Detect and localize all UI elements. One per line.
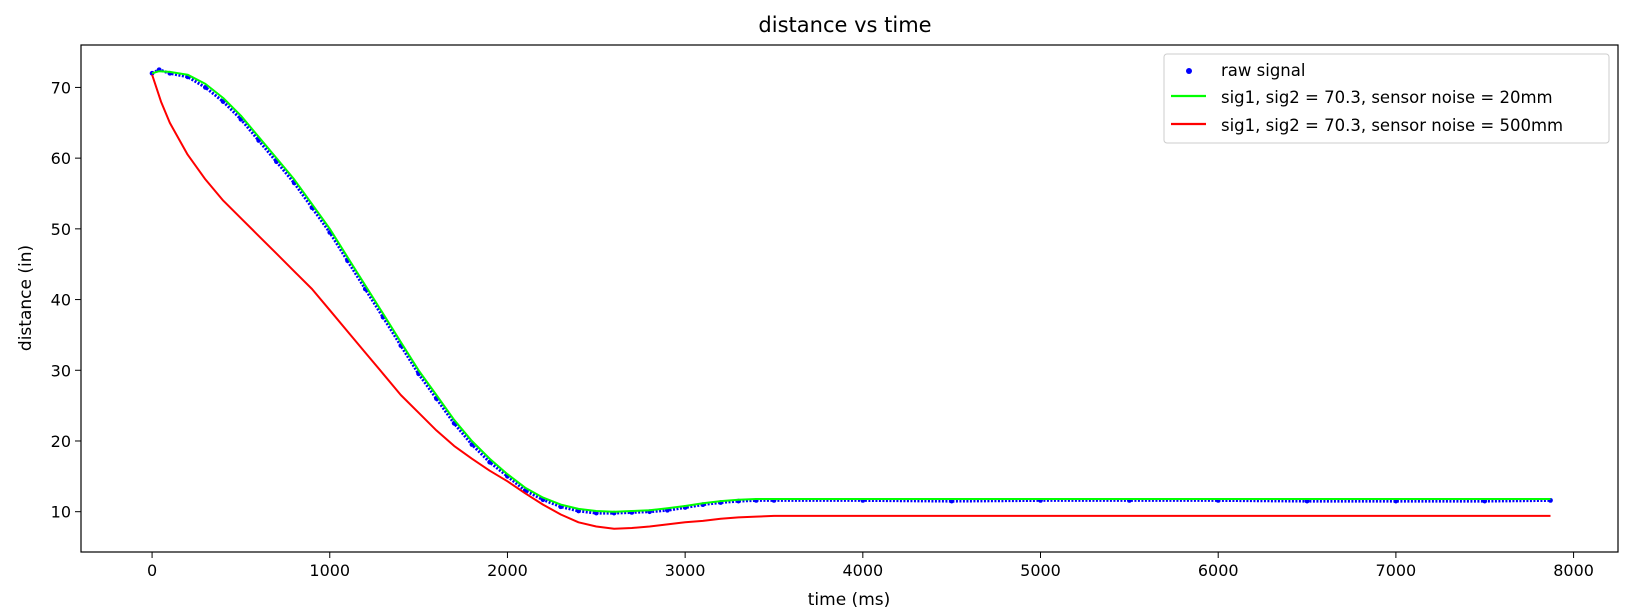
- x-tick-label: 1000: [309, 561, 350, 580]
- series-sig-20mm-line: [151, 70, 1551, 513]
- x-axis-label: time (ms): [808, 590, 891, 610]
- series-raw-signal: [149, 67, 1553, 516]
- chart-title: distance vs time: [758, 13, 931, 37]
- y-tick-label: 50: [51, 220, 71, 239]
- x-tick-label: 7000: [1376, 561, 1417, 580]
- x-tick-label: 5000: [1020, 561, 1061, 580]
- x-tick-label: 0: [147, 561, 157, 580]
- series-sig-500mm-line: [151, 74, 1551, 530]
- x-tick-label: 6000: [1198, 561, 1239, 580]
- legend-label-raw-signal: raw signal: [1221, 61, 1305, 80]
- y-axis-label: distance (in): [16, 245, 36, 351]
- raw-signal-point: [202, 85, 208, 90]
- axis-ticks: 0 1000 2000 3000 4000 5000 6000 7000 8000 10 20 30 4…: [51, 78, 1594, 580]
- series-layer: [149, 67, 1553, 530]
- legend-label-sig-20mm: sig1, sig2 = 70.3, sensor noise = 20mm: [1221, 88, 1553, 107]
- y-tick-label: 70: [51, 78, 71, 97]
- x-tick-label: 3000: [665, 561, 706, 580]
- y-tick-label: 10: [51, 503, 71, 522]
- y-tick-label: 60: [51, 149, 71, 168]
- raw-signal-trace: [151, 68, 1551, 515]
- legend-marker-raw-signal: [1186, 68, 1192, 74]
- x-tick-label: 8000: [1553, 561, 1594, 580]
- legend-label-sig-500mm: sig1, sig2 = 70.3, sensor noise = 500mm: [1221, 116, 1563, 135]
- legend-box: [1163, 53, 1610, 144]
- y-tick-label: 30: [51, 361, 71, 380]
- legend: raw signal sig1, sig2 = 70.3, sensor noi…: [1163, 53, 1610, 144]
- plot-frame: [80, 44, 1619, 553]
- x-tick-label: 2000: [487, 561, 528, 580]
- y-tick-label: 40: [51, 291, 71, 310]
- x-tick-label: 4000: [842, 561, 883, 580]
- y-tick-label: 20: [51, 432, 71, 451]
